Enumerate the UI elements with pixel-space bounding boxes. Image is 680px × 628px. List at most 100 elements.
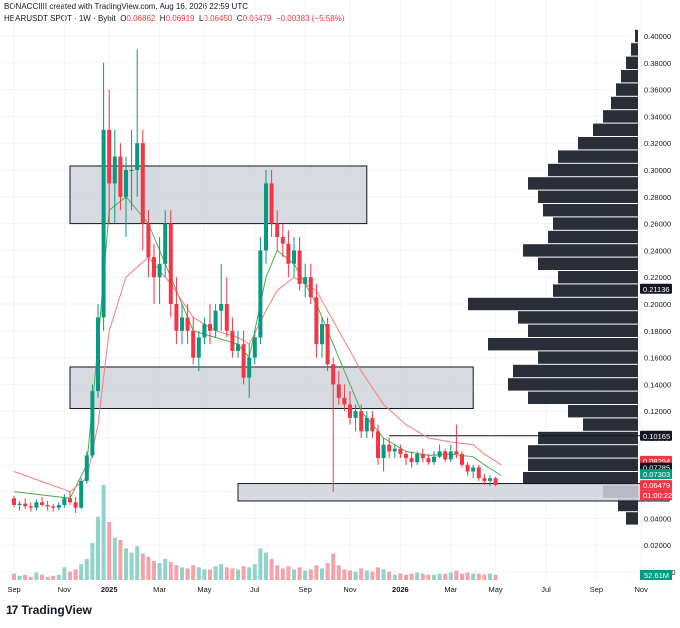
candle <box>471 464 476 479</box>
volume-bar <box>409 573 414 580</box>
volume-bar <box>84 558 89 580</box>
volume-bar <box>476 573 481 580</box>
candle-body <box>112 156 117 184</box>
low-label: L <box>198 14 204 23</box>
time-tick-label: Jul <box>250 585 260 594</box>
candle <box>107 89 112 224</box>
candle <box>443 448 448 463</box>
time-axis[interactable]: Sep Nov 2025 Mar May Jul Sep Nov 2026 Mar May Jul Se… <box>7 585 680 594</box>
candle <box>269 170 274 237</box>
volume-bar <box>146 556 151 580</box>
countdown-label: 01:00:22 <box>643 491 672 500</box>
candle-body <box>303 277 308 284</box>
candle-body <box>168 223 173 304</box>
price-tick-label: 0.28000 <box>644 193 671 202</box>
volume-bar <box>129 552 134 580</box>
open-value: 0.06862 <box>126 14 156 23</box>
candle <box>460 451 464 468</box>
candle-body <box>258 250 263 338</box>
candle <box>62 494 67 508</box>
candle-body <box>73 502 78 508</box>
volume-bar <box>90 543 95 580</box>
candle-body <box>426 458 431 463</box>
volume-bar <box>308 569 313 580</box>
candle-body <box>292 250 296 264</box>
volume-bar <box>292 569 296 580</box>
time-tick-label: Nov <box>635 585 649 594</box>
candle <box>56 502 61 511</box>
profile-bin <box>528 391 638 404</box>
price-badge <box>640 469 672 480</box>
volume-bar <box>471 573 476 580</box>
volume-bar <box>269 558 274 580</box>
time-tick-label: Mar <box>153 585 166 594</box>
volume-bar <box>454 570 459 580</box>
volume-bar <box>432 574 436 580</box>
candle <box>364 411 369 438</box>
volume-bar <box>398 573 403 580</box>
candle-body <box>180 317 184 331</box>
volume-bar <box>303 570 308 580</box>
volume-bar <box>420 573 425 580</box>
candle-body <box>56 505 61 508</box>
candle <box>124 156 128 237</box>
volume-bar <box>68 571 72 580</box>
candle <box>208 304 212 345</box>
candle <box>90 384 95 459</box>
candle <box>381 438 386 472</box>
volume-bar <box>174 565 179 580</box>
candle-body <box>348 404 352 418</box>
candle <box>185 304 190 345</box>
candle-body <box>488 478 492 481</box>
profile-bin <box>538 190 638 203</box>
volume-bar <box>79 564 84 580</box>
candle <box>157 237 162 304</box>
volume-bar <box>51 575 56 580</box>
time-tick-label: Sep <box>299 585 312 594</box>
candle <box>308 263 313 304</box>
profile-bin <box>548 230 638 244</box>
close-value: 0.06479 <box>242 14 272 23</box>
candle-body <box>140 143 145 224</box>
candle <box>286 230 291 278</box>
candle-body <box>314 297 319 345</box>
volume-bar <box>124 548 128 580</box>
candle-body <box>376 431 380 459</box>
candle <box>420 448 425 463</box>
candle-body <box>286 243 291 264</box>
price-axis[interactable]: 0.40000 0.38000 0.36000 0.34000 0.32000 0.300… <box>644 32 676 577</box>
volume-bar <box>185 568 190 580</box>
candle-body <box>202 324 207 338</box>
volume-bar <box>275 565 280 580</box>
profile-bin <box>553 217 638 230</box>
volume-bar <box>168 562 173 580</box>
symbol-ohlc-line: HBARUSDT SPOT · 1W · Bybit O0.06862 H0.0… <box>4 14 344 23</box>
price-tick-label: 0.22000 <box>644 273 671 282</box>
volume-bar <box>62 567 67 580</box>
candle-body <box>129 170 134 171</box>
time-tick-label: Mar <box>444 585 457 594</box>
candle <box>34 499 39 511</box>
time-tick-label: May <box>197 585 211 594</box>
candle-body <box>460 454 464 465</box>
tradingview-brand[interactable]: 17 TradingView <box>6 603 92 617</box>
volume-bar <box>28 576 33 580</box>
candle-body <box>34 502 39 508</box>
candle-body <box>359 411 364 432</box>
candle <box>84 451 89 484</box>
candle-body <box>409 458 414 463</box>
candle-body <box>208 324 212 331</box>
candle <box>258 237 263 345</box>
price-tick-label: 0.02000 <box>644 541 671 550</box>
ma-slow-line <box>13 256 502 493</box>
volume-bar <box>381 569 386 580</box>
volume-bar <box>140 553 145 580</box>
candle-body <box>124 170 128 197</box>
volume-bar <box>56 574 61 580</box>
candle <box>493 476 498 487</box>
candle <box>280 223 285 258</box>
candle-body <box>398 448 403 455</box>
candle <box>320 317 324 358</box>
candle-body <box>12 498 16 505</box>
